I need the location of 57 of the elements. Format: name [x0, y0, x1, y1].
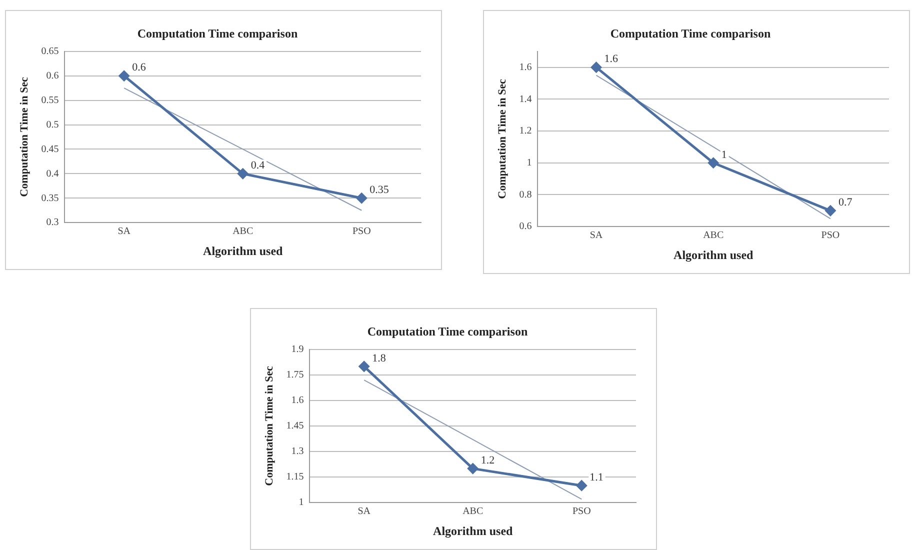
data-label: 0.35	[370, 184, 390, 196]
point	[358, 361, 370, 372]
chart-title: Computation Time comparison	[610, 26, 771, 40]
point	[356, 192, 367, 204]
y-axis-title: Computation Time in Sec	[496, 79, 508, 199]
data-label: 1.1	[590, 471, 604, 484]
y-tick-label: 1.75	[286, 370, 304, 381]
x-tick-label: SA	[118, 226, 132, 238]
y-tick-label: 1.9	[291, 344, 304, 356]
y-tick-label: 0.6	[46, 70, 59, 82]
y-tick-label: 1.4	[519, 94, 532, 105]
y-tick-label: 1.2	[519, 126, 532, 137]
data-label: 1.6	[604, 53, 618, 66]
y-tick-label: 1.45	[286, 420, 304, 432]
y-tick-label: 0.5	[46, 119, 59, 130]
y-tick-label: 1	[526, 158, 532, 169]
y-tick-label: 1.15	[286, 472, 304, 483]
y-axis-title: Computation Time in Sec	[18, 77, 30, 197]
y-tick-label: 1.3	[291, 446, 304, 458]
y-tick-label: 0.55	[41, 94, 59, 106]
y-tick-label: 0.35	[41, 192, 59, 204]
data-label: 1	[721, 148, 727, 161]
point	[576, 480, 587, 491]
y-tick-label: 1.6	[291, 395, 304, 406]
y-tick-label: 1	[298, 497, 304, 508]
x-axis-title: Algorithm used	[433, 524, 514, 538]
point	[118, 70, 130, 82]
y-tick-label: 0.8	[519, 189, 532, 200]
point	[468, 463, 478, 474]
x-tick-label: PSO	[572, 506, 591, 518]
point	[708, 158, 719, 168]
x-tick-label: SA	[590, 230, 604, 242]
y-tick-label: 0.3	[46, 217, 59, 228]
data-label: 0.7	[838, 196, 853, 209]
y-tick-label: 0.4	[46, 168, 59, 180]
x-axis-title: Algorithm used	[203, 244, 284, 258]
y-tick-label: 0.45	[41, 144, 59, 155]
point	[591, 62, 602, 73]
y-tick-label: 1.6	[519, 62, 532, 73]
point	[238, 168, 248, 179]
data-label: 1.2	[480, 454, 495, 466]
x-tick-label: ABC	[703, 230, 724, 242]
x-tick-label: ABC	[462, 506, 484, 518]
x-tick-label: ABC	[232, 226, 254, 238]
x-tick-label: SA	[358, 506, 372, 518]
x-tick-label: PSO	[821, 230, 840, 242]
chart-title: Computation Time comparison	[137, 26, 298, 40]
data-label: 0.6	[132, 62, 146, 74]
point	[825, 205, 836, 216]
data-label: 0.4	[250, 160, 266, 172]
y-axis-title: Computation Time in Sec	[263, 366, 276, 486]
data-label: 1.8	[372, 352, 386, 364]
y-tick-label: 0.6	[519, 221, 532, 232]
x-axis-title: Algorithm used	[674, 248, 754, 262]
chart-title: Computation Time comparison	[367, 324, 528, 338]
y-tick-label: 0.65	[41, 46, 59, 58]
x-tick-label: PSO	[352, 226, 371, 238]
